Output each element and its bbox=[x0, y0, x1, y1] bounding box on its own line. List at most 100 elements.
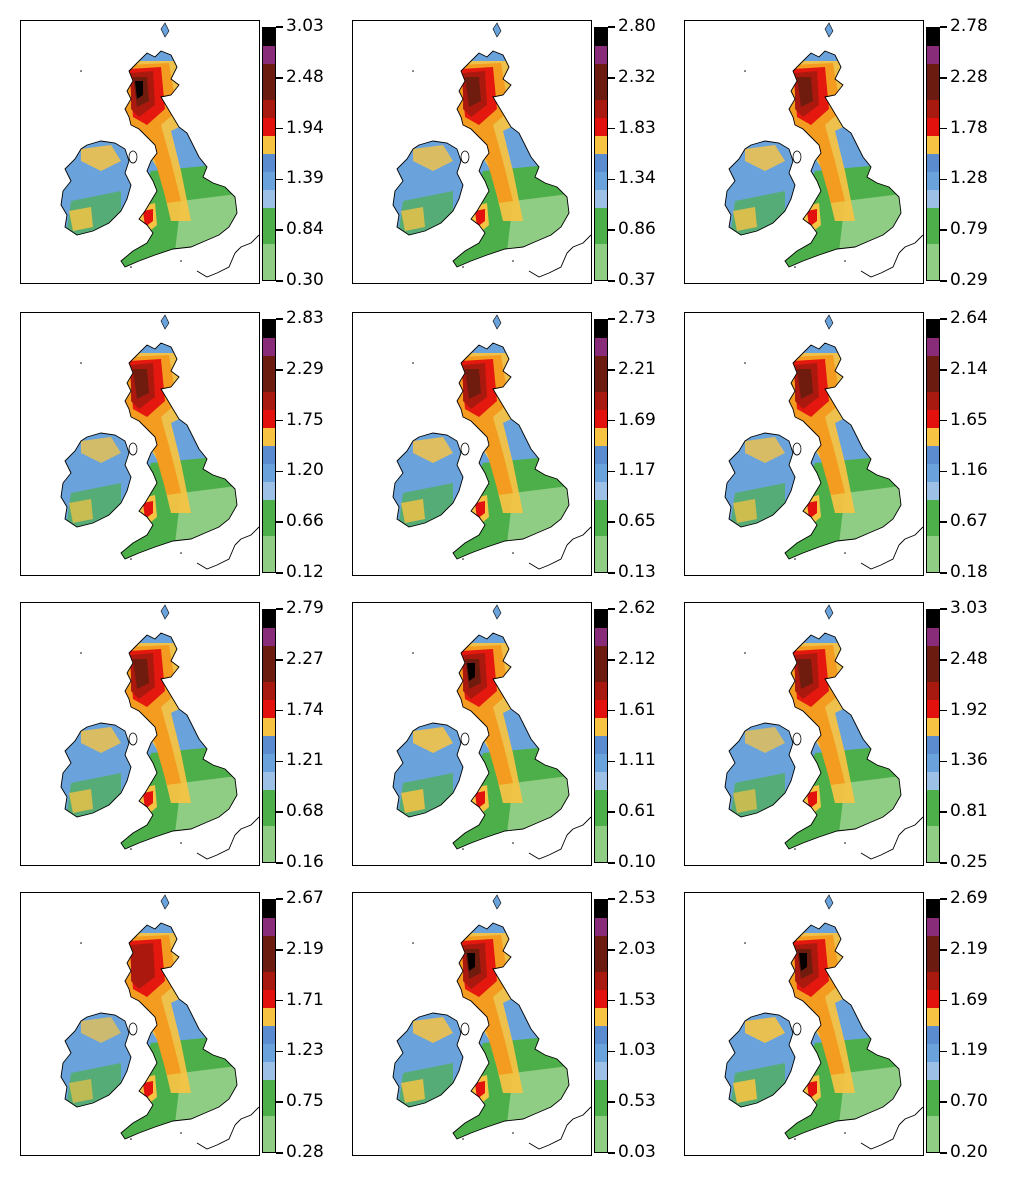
colorbar-segment bbox=[263, 392, 275, 410]
colorbar-segment bbox=[927, 46, 939, 64]
uk-map-4 bbox=[60, 314, 259, 570]
colorbar-segment bbox=[595, 628, 607, 646]
colorbar-tick bbox=[940, 572, 947, 574]
colorbar-tick-label: 0.61 bbox=[618, 801, 656, 822]
colorbar-segment bbox=[927, 990, 939, 1008]
colorbar-tick-label: 2.28 bbox=[950, 66, 988, 87]
colorbar-tick-label: 2.62 bbox=[618, 598, 656, 618]
colorbar-tick-label: 0.66 bbox=[286, 511, 324, 532]
colorbar-tick-label: 0.68 bbox=[286, 801, 324, 822]
colorbar-segment bbox=[927, 1062, 939, 1080]
uk-map-5 bbox=[392, 314, 591, 570]
colorbar-tick bbox=[940, 709, 947, 712]
colorbar bbox=[926, 27, 940, 281]
colorbar-segment bbox=[595, 190, 607, 208]
colorbar-segment bbox=[595, 554, 607, 572]
colorbar-tick bbox=[276, 521, 283, 523]
map-panel bbox=[352, 602, 592, 866]
colorbar-tick-label: 1.69 bbox=[950, 989, 988, 1010]
colorbar-segment bbox=[927, 190, 939, 208]
colorbar-segment bbox=[927, 918, 939, 936]
colorbar-segment bbox=[595, 1080, 607, 1098]
colorbar-tick-label: 1.19 bbox=[950, 1040, 988, 1061]
colorbar-tick bbox=[276, 898, 283, 900]
colorbar-segment bbox=[263, 682, 275, 700]
colorbar-tick bbox=[276, 280, 283, 282]
colorbar-tick-label: 0.03 bbox=[618, 1142, 656, 1162]
colorbar-segment bbox=[927, 118, 939, 136]
colorbar-tick bbox=[608, 1101, 615, 1103]
colorbar-tick bbox=[276, 949, 283, 951]
colorbar-segment bbox=[263, 1080, 275, 1098]
colorbar-segment bbox=[263, 1116, 275, 1134]
colorbar-segment bbox=[595, 392, 607, 410]
colorbar-tick-label: 1.69 bbox=[618, 409, 656, 430]
colorbar-segment bbox=[595, 536, 607, 554]
colorbar-segment bbox=[927, 518, 939, 536]
colorbar-segment bbox=[595, 1044, 607, 1062]
colorbar-segment bbox=[263, 482, 275, 500]
colorbar-segment bbox=[595, 28, 607, 46]
colorbar-segment bbox=[927, 1026, 939, 1044]
colorbar-segment bbox=[927, 482, 939, 500]
colorbar-tick bbox=[940, 1152, 947, 1154]
colorbar-tick-label: 2.48 bbox=[950, 648, 988, 669]
colorbar-tick bbox=[276, 811, 283, 813]
colorbar-segment bbox=[263, 154, 275, 172]
colorbar-segment bbox=[595, 646, 607, 664]
colorbar-tick bbox=[940, 1101, 947, 1103]
colorbar-segment bbox=[927, 136, 939, 154]
colorbar-segment bbox=[263, 1134, 275, 1152]
colorbar-tick bbox=[940, 280, 947, 282]
uk-map-7 bbox=[60, 604, 259, 860]
colorbar-tick bbox=[608, 178, 615, 181]
colorbar-segment bbox=[595, 790, 607, 808]
colorbar-segment bbox=[927, 226, 939, 244]
colorbar-segment bbox=[927, 1044, 939, 1062]
colorbar-tick-label: 0.25 bbox=[950, 852, 988, 872]
colorbar-tick bbox=[940, 470, 947, 473]
colorbar-segment bbox=[927, 664, 939, 682]
colorbar-tick-label: 2.14 bbox=[950, 358, 988, 379]
colorbar-segment bbox=[927, 338, 939, 356]
colorbar-segment bbox=[595, 1116, 607, 1134]
map-panel bbox=[20, 892, 260, 1156]
colorbar-segment bbox=[595, 718, 607, 736]
colorbar-tick bbox=[276, 709, 283, 712]
colorbar-segment bbox=[263, 610, 275, 628]
colorbar-segment bbox=[263, 936, 275, 954]
colorbar-segment bbox=[927, 320, 939, 338]
colorbar-segment bbox=[263, 262, 275, 280]
colorbar-segment bbox=[263, 772, 275, 790]
colorbar-segment bbox=[595, 374, 607, 392]
colorbar-segment bbox=[927, 554, 939, 572]
colorbar-tick bbox=[608, 1050, 615, 1053]
colorbar-tick-label: 0.20 bbox=[950, 1142, 988, 1162]
colorbar-tick bbox=[940, 419, 947, 422]
colorbar-tick bbox=[608, 709, 615, 712]
colorbar-segment bbox=[595, 1062, 607, 1080]
colorbar-segment bbox=[927, 500, 939, 518]
map-panel bbox=[684, 20, 924, 284]
colorbar-tick bbox=[608, 572, 615, 574]
colorbar-tick-label: 1.21 bbox=[286, 750, 324, 771]
colorbar bbox=[594, 609, 608, 863]
colorbar-tick bbox=[940, 77, 947, 79]
colorbar-segment bbox=[263, 136, 275, 154]
colorbar-segment bbox=[927, 244, 939, 262]
colorbar bbox=[262, 319, 276, 573]
colorbar-segment bbox=[595, 826, 607, 844]
colorbar-segment bbox=[595, 772, 607, 790]
colorbar-segment bbox=[263, 118, 275, 136]
colorbar bbox=[926, 609, 940, 863]
colorbar-tick bbox=[276, 470, 283, 473]
colorbar-segment bbox=[263, 338, 275, 356]
colorbar-tick-label: 0.86 bbox=[618, 219, 656, 240]
colorbar-segment bbox=[263, 700, 275, 718]
colorbar-segment bbox=[263, 1044, 275, 1062]
colorbar-tick bbox=[940, 608, 947, 610]
colorbar-segment bbox=[595, 226, 607, 244]
colorbar-segment bbox=[595, 1098, 607, 1116]
colorbar-segment bbox=[595, 154, 607, 172]
